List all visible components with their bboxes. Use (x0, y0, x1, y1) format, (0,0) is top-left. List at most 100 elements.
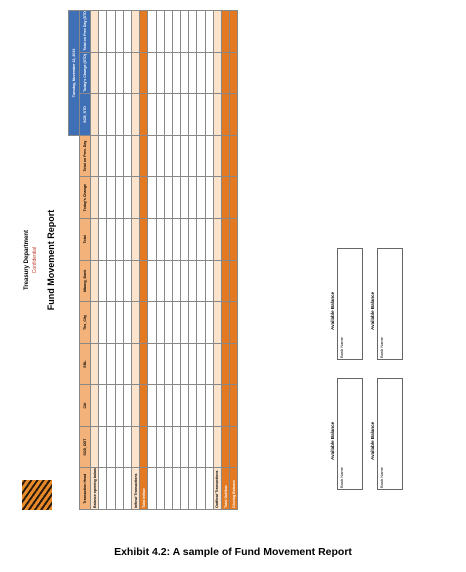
cell (188, 10, 197, 53)
cell (90, 343, 99, 385)
table-row: Outflow/ Transactions (213, 10, 222, 510)
cell (98, 10, 107, 53)
report-table: Tuesday, November 12, 2013 Transaction He… (68, 10, 238, 510)
cell (221, 218, 230, 261)
cell (106, 10, 116, 53)
cell (106, 93, 116, 136)
cell (188, 426, 197, 468)
cell (172, 135, 181, 177)
table-row (147, 10, 156, 510)
cell (115, 93, 124, 136)
cell (139, 384, 148, 427)
table-row (115, 10, 124, 510)
cell (205, 301, 214, 344)
cell (156, 218, 165, 261)
column-header: Mbang_Bank (79, 260, 91, 302)
cell (131, 426, 140, 468)
column-header: Total (79, 218, 91, 261)
cell (229, 426, 238, 468)
cell (221, 135, 230, 177)
cell (156, 384, 165, 427)
cell (98, 384, 107, 427)
column-header: Total on Prev. Day (79, 135, 91, 177)
cell (156, 135, 165, 177)
cell (213, 218, 222, 261)
cell (106, 260, 116, 302)
date-row: Tuesday, November 12, 2013 (68, 10, 80, 510)
cell (188, 52, 197, 94)
cell (180, 426, 189, 468)
balance-heading: Available Balance (370, 421, 375, 460)
cell (229, 135, 238, 177)
cell (180, 93, 189, 136)
table-row: Total Inflow (139, 10, 148, 510)
cell (205, 384, 214, 427)
cell (115, 260, 124, 302)
cell (115, 218, 124, 261)
cell (229, 10, 238, 53)
table-row (156, 10, 165, 510)
cell (90, 176, 99, 219)
cell (98, 301, 107, 344)
cell (131, 218, 140, 261)
cell (123, 426, 132, 468)
cell (221, 52, 230, 94)
cell (205, 260, 214, 302)
cell (172, 426, 181, 468)
cell (147, 52, 156, 94)
cell (156, 343, 165, 385)
cell (147, 10, 156, 53)
cell (180, 260, 189, 302)
cell (164, 218, 173, 261)
header-row: Transaction Head SCB_DDT Citi EBL Tbs_City Mb… (79, 10, 91, 510)
table-row (172, 10, 181, 510)
cell (90, 93, 99, 136)
row-label: Inflow/ Transactions (131, 467, 140, 510)
cell (139, 301, 148, 344)
table-row (180, 10, 189, 510)
cell (147, 135, 156, 177)
cell (196, 176, 206, 219)
cell (123, 260, 132, 302)
cell (123, 218, 132, 261)
cell (147, 301, 156, 344)
table-row: Balance opening balance of current month (90, 10, 99, 510)
cell (98, 343, 107, 385)
balance-heading: Available Balance (330, 421, 335, 460)
cell (196, 10, 206, 53)
cell (115, 384, 124, 427)
cell (98, 218, 107, 261)
cell (213, 176, 222, 219)
cell (164, 10, 173, 53)
cell (221, 93, 230, 136)
cell (139, 426, 148, 468)
column-header: Today's Change (79, 176, 91, 219)
cell (106, 343, 116, 385)
cell (164, 93, 173, 136)
cell (156, 10, 165, 53)
cell (115, 426, 124, 468)
cell (213, 343, 222, 385)
cell (90, 135, 99, 177)
cell (156, 93, 165, 136)
cell (172, 176, 181, 219)
cell (139, 10, 148, 53)
cell (147, 218, 156, 261)
cell (213, 301, 222, 344)
cell (229, 52, 238, 94)
cell (98, 467, 107, 510)
cell (221, 343, 230, 385)
row-label: Total Outflow (221, 467, 230, 510)
cell (106, 176, 116, 219)
cell (188, 176, 197, 219)
cell (106, 218, 116, 261)
cell (115, 301, 124, 344)
cell (188, 343, 197, 385)
cell (188, 467, 197, 510)
cell (213, 260, 222, 302)
cell (147, 176, 156, 219)
balance-box: Bank Name (377, 378, 403, 490)
cell (229, 343, 238, 385)
cell (213, 93, 222, 136)
row-label: Closing Balance (229, 467, 238, 510)
